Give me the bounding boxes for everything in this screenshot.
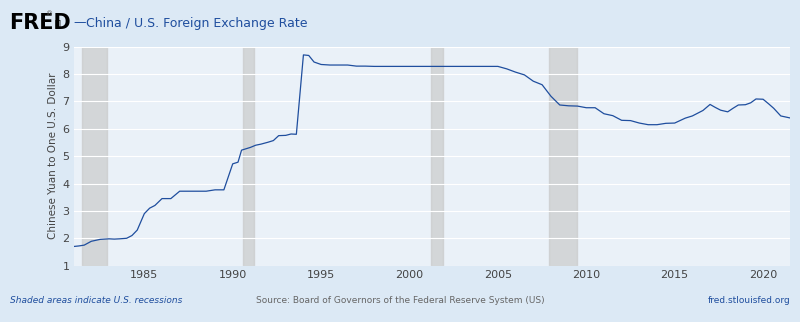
Text: fred.stlouisfed.org: fred.stlouisfed.org [708,296,790,305]
Text: FRED: FRED [10,13,71,33]
Bar [82,47,107,266]
Text: Shaded areas indicate U.S. recessions: Shaded areas indicate U.S. recessions [10,296,182,305]
Text: Source: Board of Governors of the Federal Reserve System (US): Source: Board of Governors of the Federa… [256,296,544,305]
Bar [430,47,443,266]
Y-axis label: Chinese Yuan to One U.S. Dollar: Chinese Yuan to One U.S. Dollar [48,73,58,240]
Text: —: — [74,16,86,30]
Bar [549,47,578,266]
Text: China / U.S. Foreign Exchange Rate: China / U.S. Foreign Exchange Rate [86,16,308,30]
Bar [243,47,254,266]
Text: ®: ® [46,12,54,18]
Text: 📈: 📈 [54,18,60,28]
Bar [60,47,65,266]
